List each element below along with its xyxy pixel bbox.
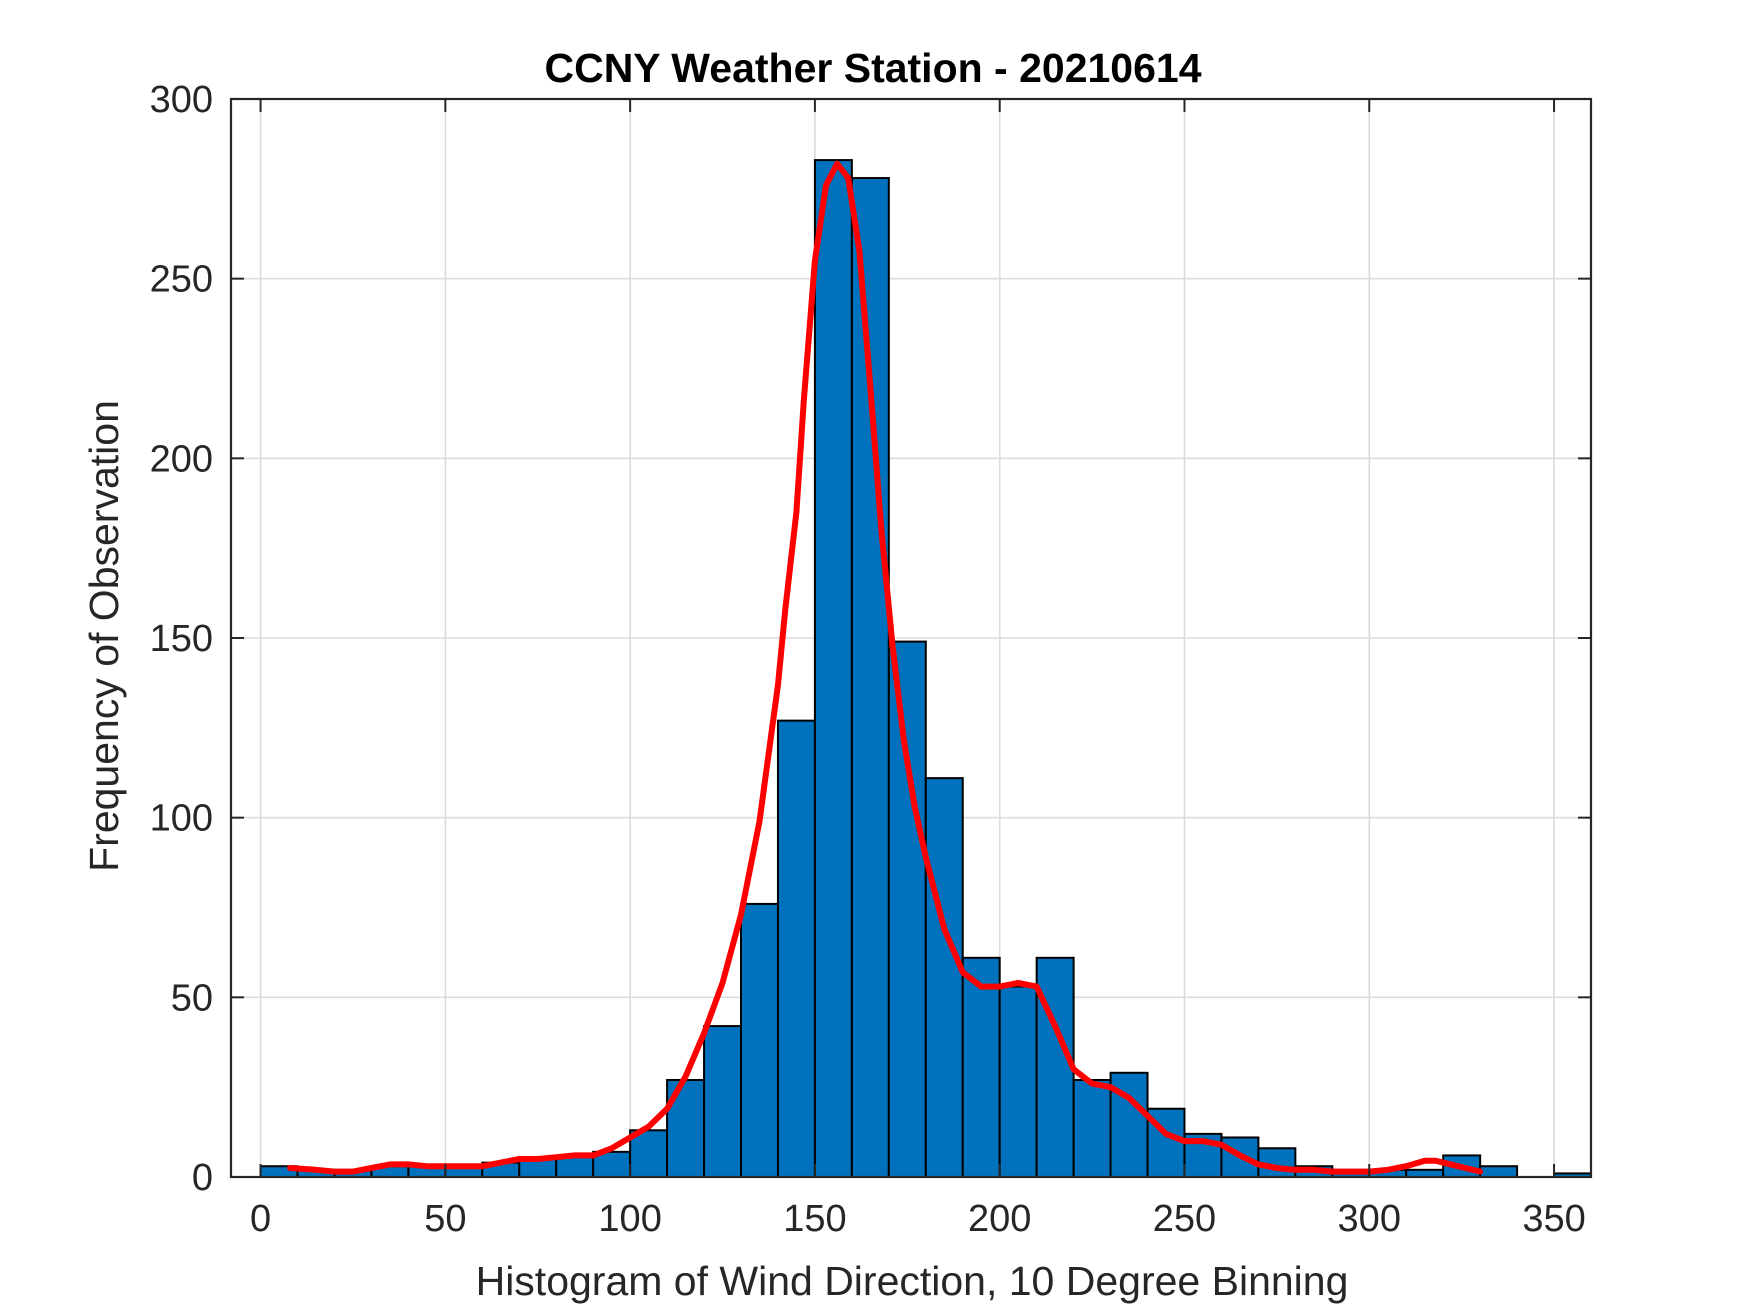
histogram-bar	[1479, 1165, 1519, 1178]
axis-ticks	[231, 98, 1591, 1178]
y-tick-labels: 0 50 100 150 200 250 300	[150, 79, 213, 1199]
chart-title: CCNY Weather Station - 20210614	[544, 45, 1201, 91]
y-axis-label: Frequency of Observation	[81, 400, 127, 872]
x-tick-label: 0	[250, 1198, 271, 1240]
histogram-bar	[703, 1025, 742, 1178]
x-tick-label: 300	[1338, 1198, 1401, 1240]
y-tick-label: 250	[150, 259, 213, 301]
histogram-bar	[850, 177, 890, 1178]
y-tick-label: 0	[192, 1157, 213, 1199]
histogram-bar	[924, 777, 964, 1178]
y-tick-label: 100	[150, 798, 213, 840]
x-tick-labels: 0 50 100 150 200 250 300 350	[250, 1198, 1586, 1240]
histogram-bar	[1035, 956, 1075, 1178]
density-curve	[287, 160, 1484, 1175]
histogram-bar	[740, 902, 779, 1178]
histogram-bar	[813, 159, 853, 1178]
histogram-bar	[887, 640, 927, 1178]
x-tick-label: 350	[1522, 1198, 1585, 1240]
x-tick-label: 200	[968, 1198, 1031, 1240]
y-tick-label: 150	[150, 618, 213, 660]
x-tick-label: 250	[1153, 1198, 1216, 1240]
histogram-bar	[1072, 1078, 1112, 1178]
y-tick-label: 300	[150, 79, 213, 121]
density-curve-group	[287, 160, 1484, 1175]
x-tick-label: 100	[598, 1198, 661, 1240]
y-tick-label: 50	[171, 977, 213, 1019]
x-axis-label: Histogram of Wind Direction, 10 Degree B…	[476, 1258, 1349, 1304]
x-tick-label: 150	[783, 1198, 846, 1240]
histogram-bar	[776, 719, 816, 1178]
y-tick-label: 200	[150, 438, 213, 480]
histogram-bar	[961, 956, 1001, 1178]
histogram-bar	[629, 1129, 669, 1178]
histogram-bar	[998, 985, 1038, 1179]
x-tick-label: 50	[424, 1198, 466, 1240]
